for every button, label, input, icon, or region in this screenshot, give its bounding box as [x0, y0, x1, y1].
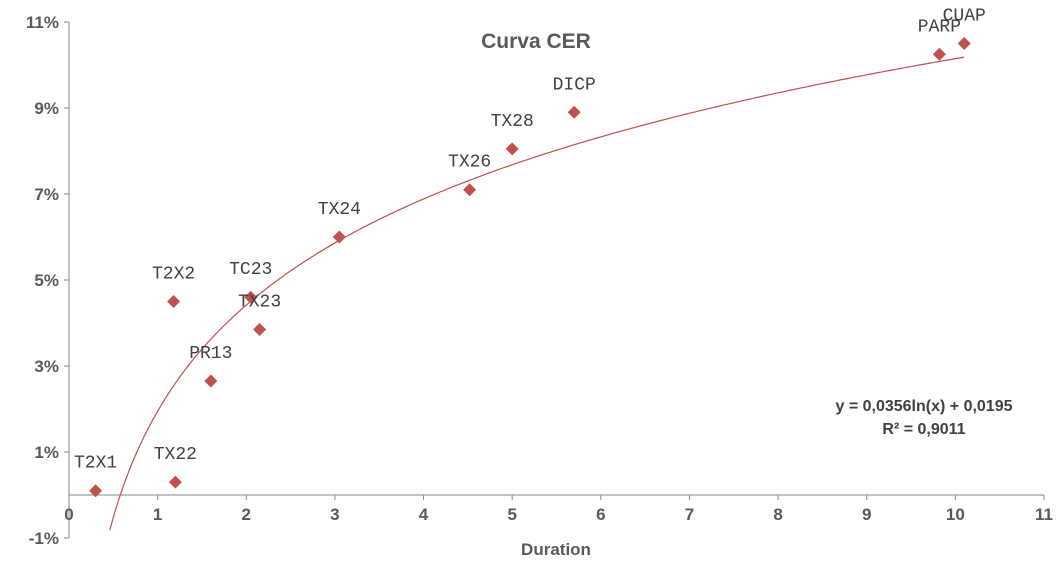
point-labels-group: T2X1 TX22 T2X2 PR13 TC23 TX23 TX24 TX26 TX28 DICP… — [74, 7, 986, 474]
y-tick-label: -1% — [29, 529, 59, 548]
x-tick-label: 1 — [153, 505, 162, 524]
data-point — [168, 475, 182, 489]
data-point — [957, 37, 971, 50]
data-point — [567, 105, 581, 119]
data-point-label: T2X1 — [74, 454, 117, 474]
x-tick-label: 6 — [596, 505, 605, 524]
data-point-label: T2X2 — [152, 265, 195, 285]
data-point-label: TC23 — [229, 260, 272, 280]
x-axis-label: Duration — [521, 540, 591, 559]
points-group — [89, 37, 971, 498]
x-tick-label: 9 — [862, 505, 871, 524]
data-point-label: PR13 — [189, 344, 232, 364]
x-tick-label: 11 — [1035, 505, 1053, 524]
x-tick-label: 7 — [685, 505, 694, 524]
x-tick-label: 0 — [64, 505, 73, 524]
y-tick-label: 1% — [34, 443, 59, 462]
data-point-label: CUAP — [943, 7, 986, 27]
chart-title: Curva CER — [481, 30, 591, 53]
data-point — [332, 230, 346, 244]
x-tick-label: 4 — [419, 505, 429, 524]
data-point — [89, 484, 103, 498]
axes: -1% 1% 3% 5% 7% 9% 11% 0 1 2 3 4 5 6 7 8 9 10 11 — [26, 13, 1053, 548]
x-tick-label: 5 — [507, 505, 516, 524]
data-point — [463, 183, 477, 197]
trendline-r-squared: R² = 0,9011 — [882, 421, 965, 438]
trendline-equation: y = 0,0356ln(x) + 0,0195 — [835, 398, 1012, 415]
data-point — [167, 295, 181, 308]
x-tick-label: 8 — [773, 505, 782, 524]
data-point — [253, 322, 267, 336]
data-point-label: TX24 — [318, 200, 361, 220]
x-tick-label: 3 — [330, 505, 339, 524]
y-tick-label: 3% — [34, 357, 59, 376]
data-point — [244, 290, 258, 304]
data-point-label: TX23 — [238, 292, 281, 312]
data-point — [505, 142, 519, 156]
y-tick-label: 7% — [34, 185, 59, 204]
y-tick-label: 9% — [34, 99, 59, 118]
y-tick-label: 11% — [26, 13, 59, 32]
data-point-label: TX28 — [491, 112, 534, 132]
data-point-label: TX26 — [448, 153, 491, 173]
data-point-label: DICP — [553, 75, 596, 95]
x-tick-label: 10 — [946, 505, 965, 524]
data-point — [932, 47, 946, 61]
data-point-label: PARP — [918, 17, 961, 37]
y-tick-label: 5% — [34, 271, 59, 290]
x-tick-label: 2 — [242, 505, 251, 524]
data-point — [204, 374, 218, 388]
data-point-label: TX22 — [154, 445, 197, 465]
